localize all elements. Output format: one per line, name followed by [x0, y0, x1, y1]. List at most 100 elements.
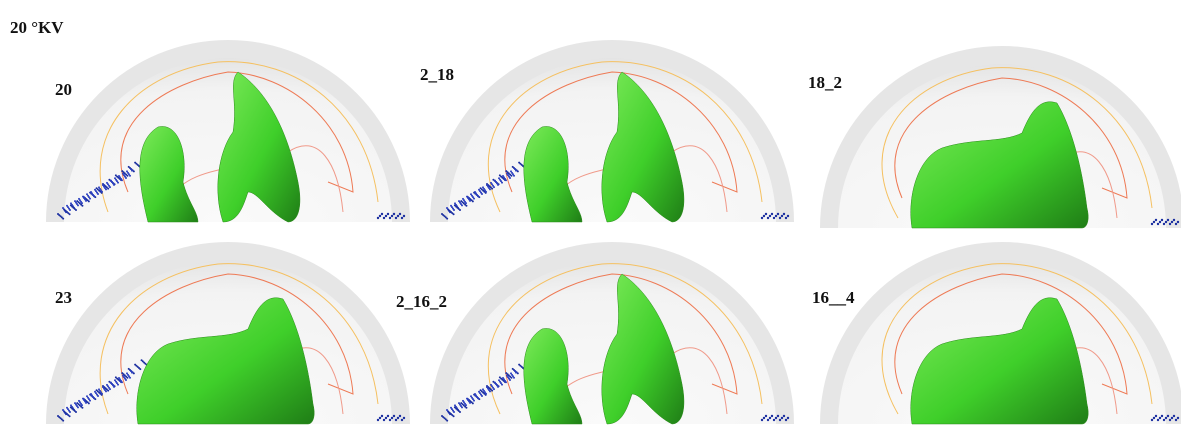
particle [453, 411, 455, 413]
particle [69, 209, 71, 211]
particle [511, 171, 513, 174]
particle [516, 372, 519, 375]
particle [108, 178, 111, 181]
particle [490, 181, 492, 184]
particle [396, 416, 400, 420]
panel [820, 46, 1181, 229]
particle [392, 212, 396, 216]
particle [126, 174, 129, 177]
particle [770, 414, 774, 418]
particle [75, 209, 77, 211]
particle [519, 162, 522, 165]
particle [98, 186, 100, 189]
isosurface [910, 297, 1089, 425]
particle [450, 204, 452, 207]
particle [1170, 220, 1174, 224]
particle [124, 175, 126, 178]
particle [115, 178, 117, 181]
particle [92, 193, 94, 196]
particle [109, 388, 111, 391]
particle [76, 200, 79, 203]
particle [103, 387, 105, 390]
particle [78, 197, 80, 200]
particle [448, 209, 451, 212]
particle [85, 199, 87, 202]
particle [98, 189, 101, 192]
particle [140, 359, 143, 362]
particle [127, 373, 129, 376]
particle [481, 395, 483, 397]
particle [111, 181, 113, 183]
particle [58, 416, 61, 419]
particle [457, 409, 460, 412]
particle [109, 186, 111, 189]
particle [499, 178, 501, 181]
particle [98, 388, 100, 391]
particle [92, 395, 94, 398]
particle [451, 408, 453, 411]
particle [483, 389, 485, 392]
particle [515, 169, 517, 172]
particle [62, 409, 64, 411]
particle [491, 187, 494, 190]
particle [764, 414, 768, 418]
panel-label: 2_16_2 [396, 292, 447, 311]
particle [113, 183, 115, 186]
particle [107, 187, 110, 190]
particle [507, 376, 509, 379]
panel [46, 40, 410, 223]
particle [62, 207, 64, 209]
particle [514, 370, 516, 373]
particle [502, 377, 504, 379]
particle [459, 411, 461, 413]
particle [1176, 220, 1180, 224]
particle [135, 364, 138, 367]
particle [516, 170, 519, 173]
particle [64, 209, 67, 212]
particle [455, 205, 458, 208]
particle [463, 199, 465, 202]
particle [1172, 414, 1176, 418]
particle [510, 372, 512, 375]
particle [452, 207, 454, 210]
particle [66, 211, 68, 213]
isosurface [139, 126, 199, 223]
panel [430, 242, 794, 425]
particle [1160, 414, 1164, 418]
particle [1172, 218, 1176, 222]
particle [504, 177, 506, 180]
particle [1164, 416, 1168, 420]
particle [141, 360, 144, 363]
particle [386, 212, 390, 216]
particle [1166, 218, 1170, 222]
particle [462, 399, 464, 402]
contour [894, 273, 1128, 395]
particle [63, 410, 66, 413]
particle [465, 204, 468, 207]
particle [75, 403, 77, 406]
particle [482, 391, 485, 394]
particle [81, 204, 84, 207]
contour [504, 273, 738, 395]
particle [75, 201, 77, 204]
particle [443, 215, 446, 218]
particle [85, 401, 87, 404]
particle [444, 418, 447, 421]
particle [510, 174, 513, 177]
particle [106, 181, 108, 184]
particle [485, 190, 487, 193]
particle [511, 373, 513, 376]
particle [453, 209, 455, 211]
particle [64, 411, 67, 414]
particle [507, 174, 509, 177]
particle [398, 414, 402, 418]
particle [136, 163, 139, 166]
particle [461, 204, 463, 207]
particle [460, 402, 463, 405]
particle [57, 213, 59, 215]
particle [475, 394, 477, 397]
particle [500, 382, 502, 385]
particle [128, 375, 130, 378]
contour [894, 77, 1128, 199]
particle [452, 213, 455, 216]
